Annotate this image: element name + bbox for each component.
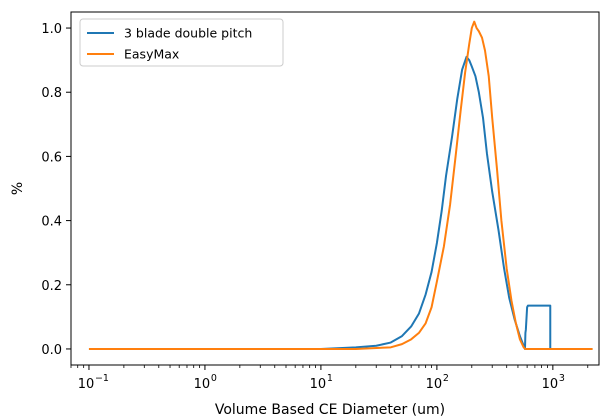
x-tick-exponent: 0 — [211, 373, 217, 384]
x-tick-exponent: −1 — [95, 373, 109, 384]
y-axis: 0.0 0.2 0.4 0.6 0.8 1.0 — [41, 22, 71, 358]
x-tick-label: 10 — [78, 377, 95, 392]
series-line-1 — [88, 55, 593, 350]
y-tick-label: 0.4 — [41, 215, 62, 230]
y-axis-label: % — [10, 182, 26, 195]
y-tick-label: 0.2 — [41, 279, 62, 294]
x-tick-label: 10 — [426, 377, 443, 392]
x-tick-exponent: 1 — [327, 373, 333, 384]
y-tick-label: 0.8 — [41, 86, 62, 101]
legend: 3 blade double pitch EasyMax — [79, 18, 284, 67]
x-tick-label: 10 — [542, 377, 559, 392]
x-tick-label: 10 — [310, 377, 327, 392]
series-layer — [88, 20, 593, 350]
legend-label: 3 blade double pitch — [124, 26, 252, 41]
y-tick-label: 0.6 — [41, 150, 62, 165]
y-tick-label: 1.0 — [41, 22, 62, 37]
legend-label: EasyMax — [124, 47, 179, 62]
x-axis: 10 −1 10 0 10 1 10 2 10 3 — [70, 365, 589, 392]
x-axis-label: Volume Based CE Diameter (um) — [215, 402, 445, 418]
x-tick-label: 10 — [194, 377, 211, 392]
x-tick-exponent: 3 — [559, 373, 565, 384]
series-line-2 — [88, 20, 593, 350]
x-tick-exponent: 2 — [443, 373, 449, 384]
plot-frame — [70, 11, 600, 366]
legend-box — [79, 18, 284, 67]
y-tick-label: 0.0 — [41, 343, 62, 358]
